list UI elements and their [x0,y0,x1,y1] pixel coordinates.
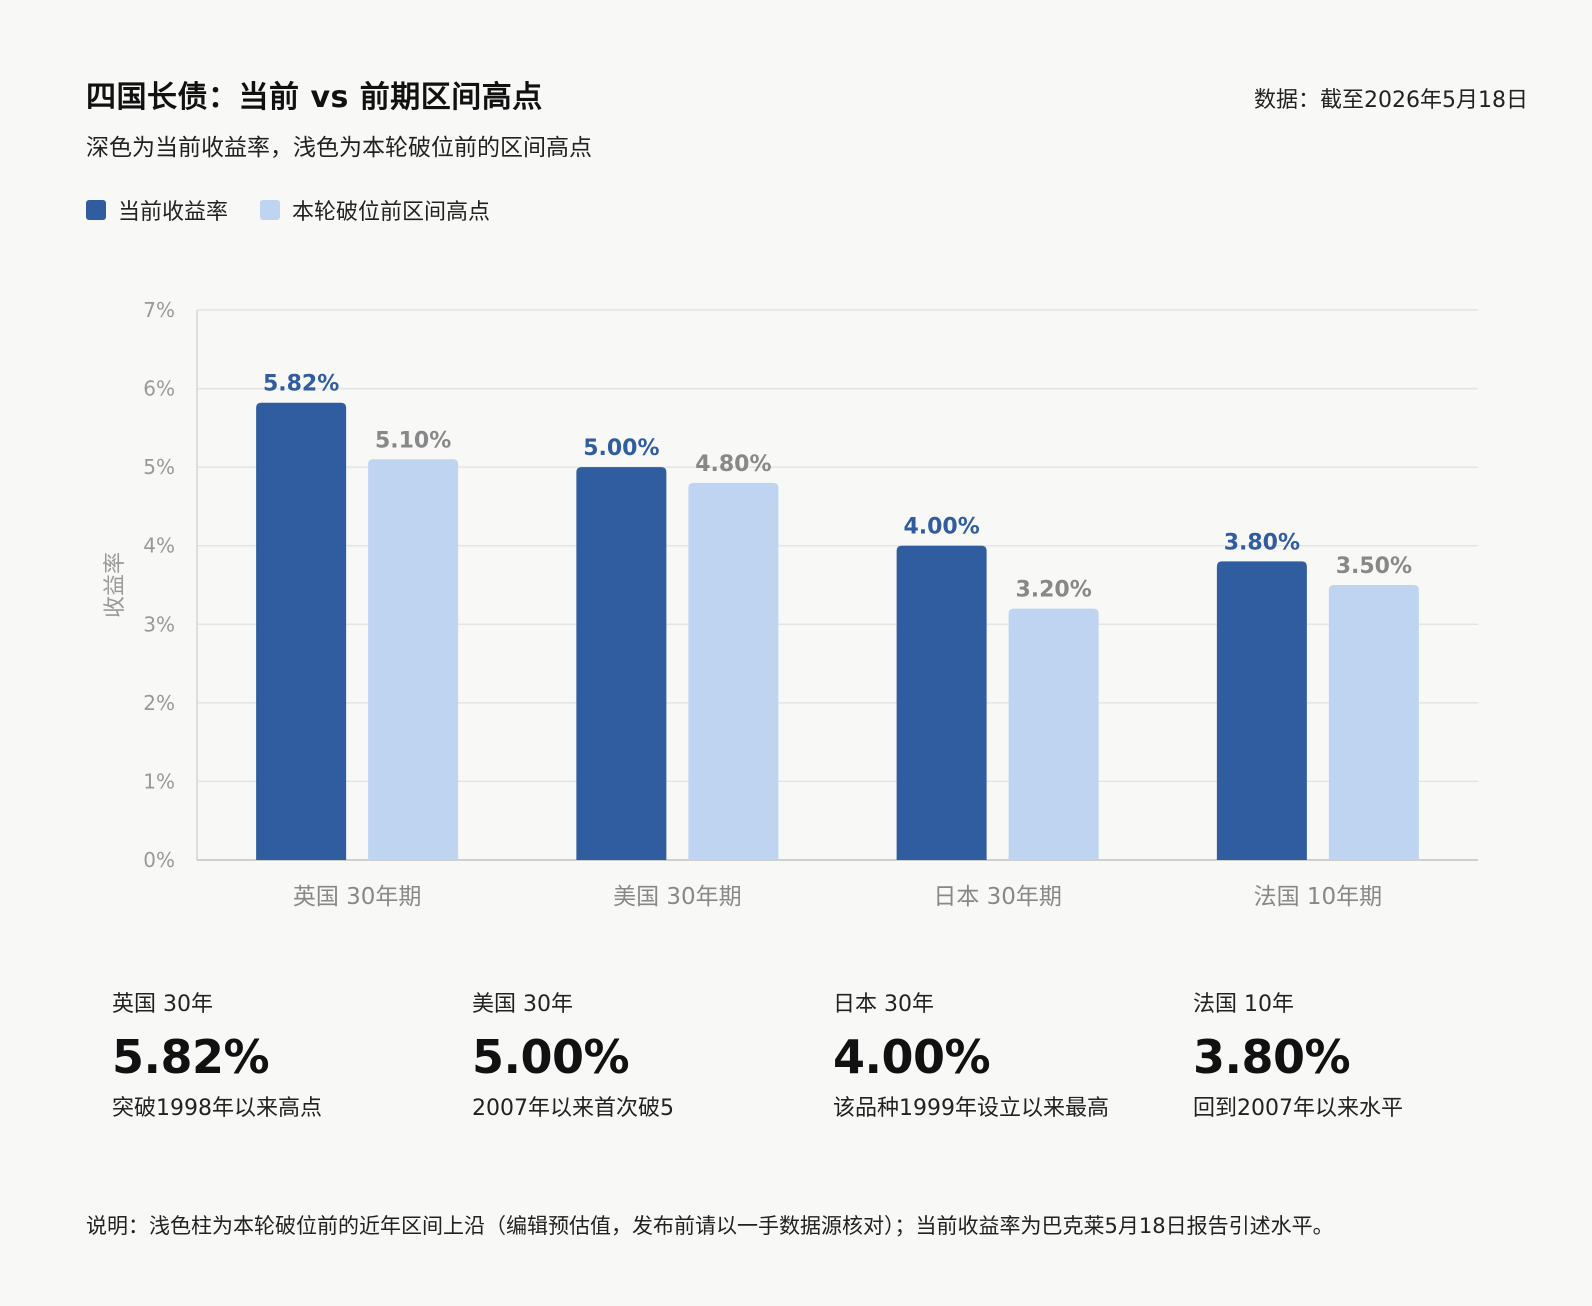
legend: 当前收益率 本轮破位前区间高点 [86,194,522,226]
data-label: 3.80% [1224,530,1300,555]
bar-prior-high [368,459,459,860]
data-label: 3.50% [1336,554,1412,579]
stat-label: 法国 10年 [1193,992,1294,1017]
y-tick-label: 1% [143,769,175,793]
footnote: 说明：浅色柱为本轮破位前的近年区间上沿（编辑预估值，发布前请以一手数据源核对）；… [86,1214,1334,1238]
stat-label: 日本 30年 [833,992,934,1017]
data-label: 4.00% [903,515,979,540]
stat-label: 美国 30年 [472,992,573,1017]
stat-card-fr: 法国 10年 3.80% 回到2007年以来水平 [1193,986,1493,1125]
x-tick-label: 法国 10年期 [1254,884,1383,910]
stat-note: 回到2007年以来水平 [1193,1096,1403,1121]
data-label: 3.20% [1015,578,1091,603]
bar-chart: 0% 1% 2% 3% 4% 5% 6% 7% 收益率 5.82% 5.10% 英国 30年期 5.00… [103,298,1478,910]
y-tick-label: 5% [143,455,175,479]
legend-item-prior-high: 本轮破位前区间高点 [260,194,490,226]
data-label: 4.80% [695,452,771,477]
legend-swatch-current [86,200,106,220]
y-axis-label: 收益率 [103,552,128,618]
bar-prior-high [1008,608,1099,860]
stat-card-us: 美国 30年 5.00% 2007年以来首次破5 [472,986,772,1125]
bar-current [1216,561,1307,860]
bar-prior-high [688,482,779,860]
chart-subtitle: 深色为当前收益率，浅色为本轮破位前的区间高点 [86,135,592,161]
bar-current [896,545,987,860]
stat-value: 3.80% [1193,1030,1351,1084]
stat-card-jp: 日本 30年 4.00% 该品种1999年设立以来最高 [833,986,1113,1125]
stat-label: 英国 30年 [112,992,213,1017]
stat-note: 该品种1999年设立以来最高 [833,1096,1109,1121]
stat-card-uk: 英国 30年 5.82% 突破1998年以来高点 [112,986,412,1125]
stats-row: 英国 30年 5.82% 突破1998年以来高点 美国 30年 5.00% 20… [112,986,1552,1166]
legend-label-prior-high: 本轮破位前区间高点 [292,200,491,225]
legend-item-current: 当前收益率 [86,194,228,226]
stat-value: 4.00% [833,1030,991,1084]
stat-note: 突破1998年以来高点 [112,1096,322,1121]
stat-value: 5.00% [472,1030,630,1084]
x-tick-label: 美国 30年期 [613,884,742,910]
y-tick-label: 6% [143,377,175,401]
y-tick-label: 4% [143,534,175,558]
x-tick-label: 日本 30年期 [933,884,1062,910]
chart-title: 四国长债：当前 vs 前期区间高点 [86,80,543,115]
y-tick-label: 3% [143,612,175,636]
data-label: 5.10% [375,428,451,453]
bar-prior-high [1328,585,1419,860]
bar-current [576,467,667,860]
y-tick-label: 7% [143,298,175,322]
data-source-note: 数据：截至2026年5月18日 [1254,88,1528,113]
data-label: 5.00% [583,436,659,461]
data-label: 5.82% [263,372,339,397]
legend-label-current: 当前收益率 [118,200,229,225]
y-tick-label: 0% [143,848,175,872]
legend-swatch-prior-high [260,200,281,220]
stat-value: 5.82% [112,1030,270,1084]
stat-note: 2007年以来首次破5 [472,1096,674,1121]
y-tick-label: 2% [143,691,175,715]
bar-current [256,402,347,860]
x-tick-label: 英国 30年期 [293,884,422,910]
